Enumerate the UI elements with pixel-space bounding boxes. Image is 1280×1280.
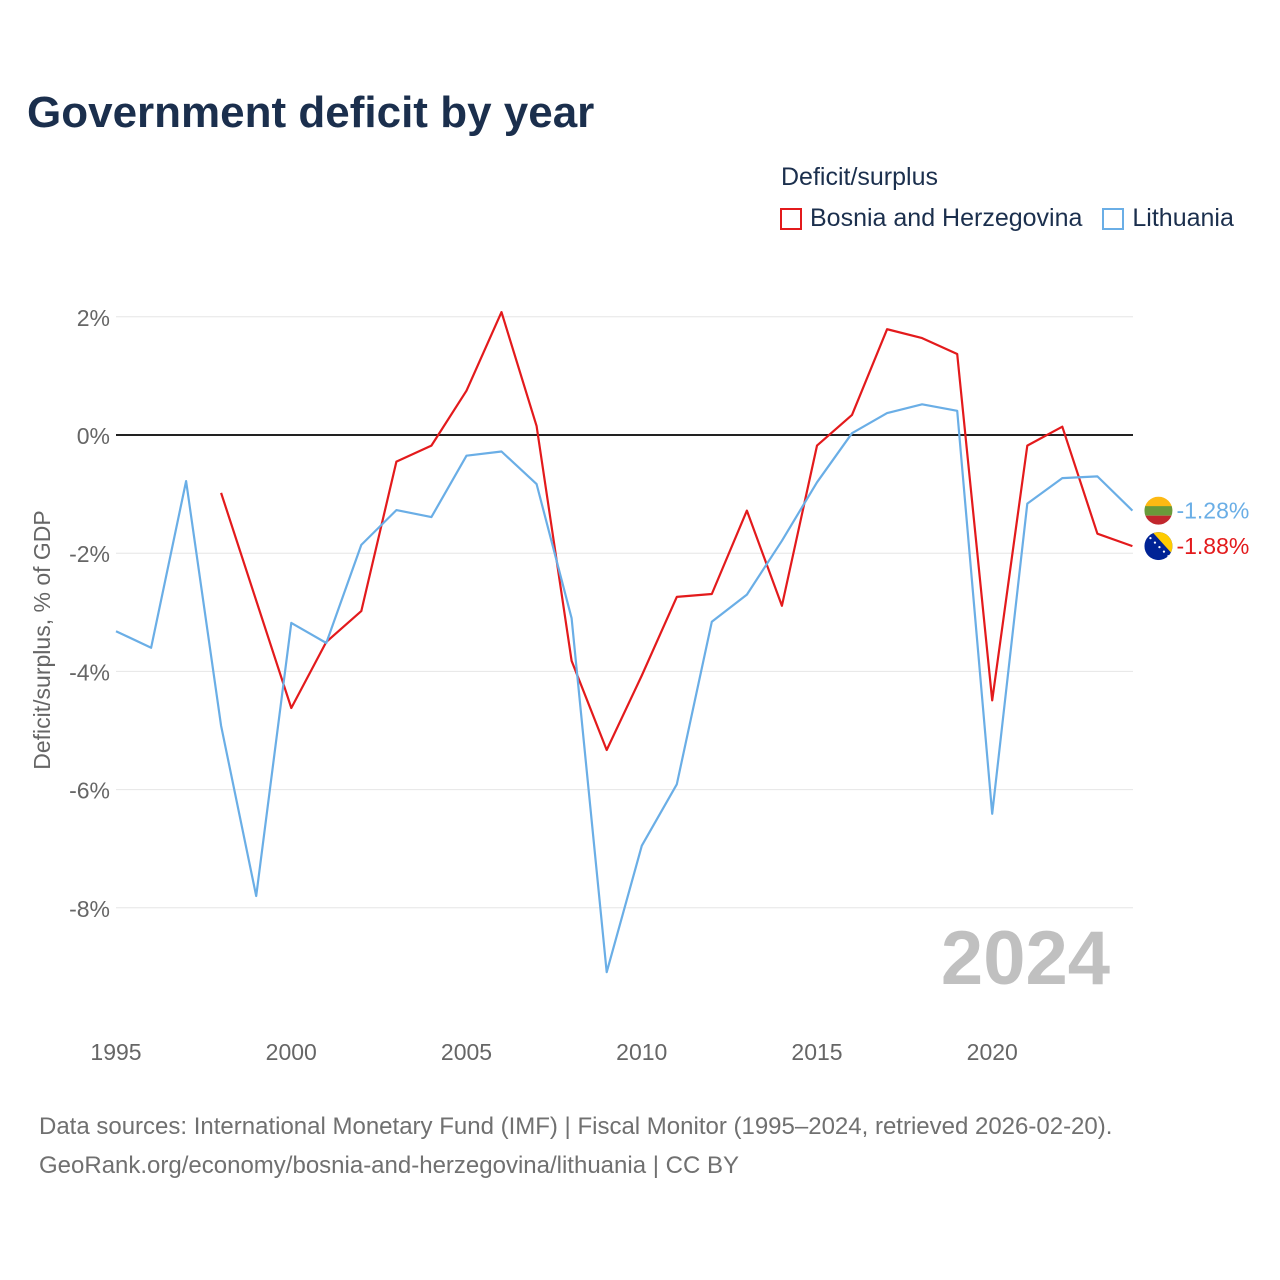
legend-swatch-lithuania	[1102, 207, 1125, 230]
source-line-2[interactable]: GeoRank.org/economy/bosnia-and-herzegovi…	[39, 1152, 739, 1179]
y-tick-label: -2%	[69, 541, 110, 567]
flag-lithuania-icon	[1144, 496, 1173, 525]
end-label-lithuania: -1.28%	[1176, 498, 1249, 524]
y-tick-label: 2%	[77, 305, 110, 331]
year-watermark: 2024	[941, 916, 1110, 1001]
flag-bosnia-icon	[1144, 532, 1173, 561]
y-axis-label: Deficit/surplus, % of GDP	[29, 510, 55, 769]
legend: Bosnia and Herzegovina Lithuania	[780, 204, 1254, 233]
y-tick-label: 0%	[77, 423, 110, 449]
source-line-1: Data sources: International Monetary Fun…	[39, 1113, 1113, 1140]
source-note: Data sources: International Monetary Fun…	[39, 1107, 1112, 1185]
legend-title: Deficit/surplus	[781, 163, 938, 191]
series-line-lithuania[interactable]	[115, 403, 1134, 974]
legend-item-lithuania[interactable]: Lithuania	[1102, 204, 1234, 233]
legend-item-bosnia[interactable]: Bosnia and Herzegovina	[780, 204, 1082, 233]
legend-label-bosnia: Bosnia and Herzegovina	[810, 204, 1083, 232]
y-tick-label: -4%	[69, 659, 110, 685]
y-tick-label: -8%	[69, 896, 110, 922]
legend-label-lithuania: Lithuania	[1132, 204, 1234, 232]
x-tick-label: 2020	[967, 1039, 1018, 1065]
x-tick-label: 2000	[266, 1039, 317, 1065]
legend-swatch-bosnia	[780, 207, 802, 230]
x-tick-label: 2005	[441, 1039, 492, 1065]
series-line-bosnia[interactable]	[220, 311, 1133, 752]
chart-title: Government deficit by year	[27, 88, 595, 137]
x-tick-label: 1995	[90, 1039, 141, 1065]
x-tick-label: 2015	[791, 1039, 842, 1065]
end-label-bosnia: -1.88%	[1176, 533, 1249, 559]
x-tick-label: 2010	[616, 1039, 667, 1065]
y-tick-label: -6%	[69, 778, 110, 804]
